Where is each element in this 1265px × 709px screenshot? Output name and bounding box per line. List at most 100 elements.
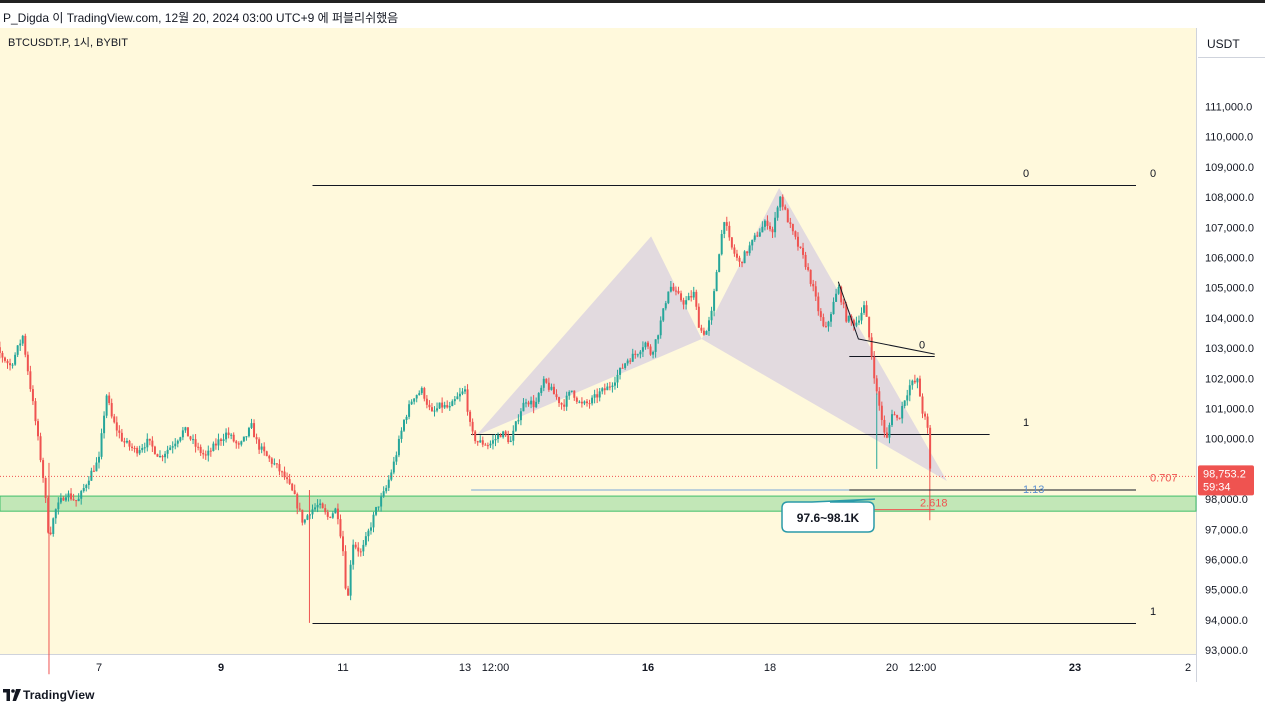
candle-body-243 [593, 394, 596, 398]
candle-body-272 [667, 291, 670, 304]
candle-body-293 [720, 233, 723, 255]
candle-body-319 [786, 209, 789, 223]
candle-body-165 [395, 455, 398, 462]
candle-body-82 [184, 427, 187, 431]
candle-body-247 [603, 388, 606, 391]
candle-body-234 [570, 390, 573, 392]
candle-body-246 [601, 388, 604, 392]
currency-label[interactable]: USDT [1207, 37, 1240, 51]
candle-body-250 [611, 385, 614, 387]
candle-body-130 [306, 515, 309, 520]
time-tick-label: 20 [886, 662, 898, 674]
candle-body-95 [217, 439, 220, 446]
time-tick-label: 12:00 [482, 662, 510, 674]
candle-body-103 [237, 443, 240, 445]
price-tick-label: 102,000.0 [1205, 373, 1254, 385]
candle-body-346 [855, 322, 858, 326]
attribution-text: P_Digda 이 TradingView.com, 12월 20, 2024 … [3, 11, 399, 25]
candle-body-57 [120, 432, 123, 442]
candle-body-132 [311, 509, 314, 515]
candle-body-316 [779, 196, 782, 208]
candle-body-161 [385, 487, 388, 492]
candle-body-179 [430, 407, 433, 412]
level-label-top-mid: 0 [1023, 168, 1029, 180]
bar-countdown: 59:34 [1203, 481, 1231, 493]
candle-body-263 [644, 342, 647, 348]
candle-body-194 [469, 411, 472, 422]
candle-body-16 [16, 345, 19, 355]
candle-body-142 [336, 508, 339, 520]
candle-body-65 [141, 447, 144, 451]
candle-body-342 [845, 304, 848, 322]
candle-body-270 [662, 308, 665, 321]
time-axis[interactable]: 7 9 11 13 12:00 16 18 20 12:00 23 2 [96, 662, 1191, 674]
candle-body-325 [802, 247, 805, 255]
candle-body-301 [741, 261, 744, 264]
candle-body-97 [222, 439, 225, 442]
candle-body-189 [456, 396, 459, 400]
candle-body-162 [387, 479, 390, 488]
candle-body-71 [156, 454, 159, 457]
chart-area[interactable]: BTCUSDT.P, 1시, BYBIT 0 0 1 1 0 0.707 1.13 2.618… [0, 28, 1265, 682]
candle-body-13 [9, 363, 12, 366]
candle-body-238 [580, 401, 583, 404]
candle-body-335 [827, 321, 830, 327]
candle-body-294 [723, 222, 726, 234]
candle-body-317 [781, 196, 784, 207]
candle-body-289 [710, 310, 713, 321]
candle-body-121 [283, 471, 286, 478]
candle-body-190 [458, 393, 461, 397]
candle-body-43 [85, 485, 88, 489]
candle-body-338 [835, 293, 838, 302]
candle-body-141 [334, 508, 337, 514]
candle-body-177 [425, 398, 428, 405]
price-tick-label: 95,000.0 [1205, 585, 1248, 597]
candle-body-354 [875, 378, 878, 392]
candle-body-159 [380, 496, 383, 507]
candle-body-151 [359, 551, 362, 553]
candle-body-209 [507, 435, 510, 443]
price-axis[interactable]: USDT 93,000.0 94,000.0 95,000.0 96,000.0 97,… [1198, 37, 1265, 657]
candle-body-60 [128, 440, 131, 447]
candle-body-88 [199, 446, 202, 453]
candlestick-chart[interactable]: BTCUSDT.P, 1시, BYBIT 0 01100.7071.132.618… [0, 28, 1265, 682]
candle-body-226 [550, 386, 553, 390]
candle-body-320 [789, 222, 792, 225]
candle-body-101 [232, 434, 235, 442]
candle-body-135 [319, 503, 322, 505]
time-tick-label: 12:00 [909, 662, 937, 674]
candle-body-256 [626, 360, 629, 364]
candle-body-303 [746, 251, 749, 254]
level-label-bottom-end: 1 [1150, 606, 1156, 618]
candle-body-166 [397, 438, 400, 456]
candle-body-12 [6, 360, 9, 364]
candle-body-89 [202, 452, 205, 455]
candle-body-157 [375, 507, 378, 515]
candle-body-360 [891, 414, 893, 426]
candle-body-269 [659, 320, 662, 336]
candle-body-99 [227, 432, 230, 435]
candle-body-296 [728, 225, 731, 238]
candle-body-279 [685, 300, 688, 305]
candle-body-184 [443, 405, 446, 408]
zone-callout-box [781, 498, 875, 533]
candle-body-47 [95, 462, 98, 472]
candle-body-228 [555, 394, 558, 398]
candle-body-292 [718, 254, 721, 273]
candle-body-69 [151, 440, 154, 447]
candle-body-358 [885, 432, 888, 438]
candle-body-192 [464, 389, 466, 392]
candle-body-372 [921, 396, 924, 414]
candle-body-37 [70, 493, 73, 500]
candle-body-39 [75, 500, 78, 502]
candle-body-369 [913, 380, 916, 383]
candle-body-104 [240, 441, 243, 445]
candle-body-56 [118, 430, 121, 433]
candle-body-126 [296, 494, 299, 509]
price-tick-label: 96,000.0 [1205, 555, 1248, 567]
candle-body-291 [715, 272, 718, 292]
price-tick-label: 98,000.0 [1205, 494, 1248, 506]
tradingview-brand: TradingView [23, 688, 95, 702]
candle-body-183 [441, 402, 444, 408]
candle-body-276 [677, 290, 680, 294]
